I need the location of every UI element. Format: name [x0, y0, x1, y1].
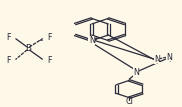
- Text: −: −: [37, 38, 43, 44]
- Text: +: +: [93, 36, 97, 41]
- Text: Cl: Cl: [125, 97, 133, 106]
- Text: N: N: [154, 54, 160, 64]
- Text: N: N: [133, 68, 139, 77]
- Text: :: :: [168, 57, 170, 63]
- Text: F: F: [6, 33, 11, 42]
- Text: F: F: [48, 56, 52, 65]
- Text: +: +: [93, 36, 98, 41]
- Text: N: N: [166, 53, 172, 62]
- Text: B: B: [25, 44, 31, 53]
- Text: F: F: [48, 33, 52, 42]
- Text: N: N: [89, 36, 95, 45]
- Text: :: :: [155, 59, 158, 65]
- Text: F: F: [6, 56, 11, 65]
- Text: N: N: [89, 36, 95, 45]
